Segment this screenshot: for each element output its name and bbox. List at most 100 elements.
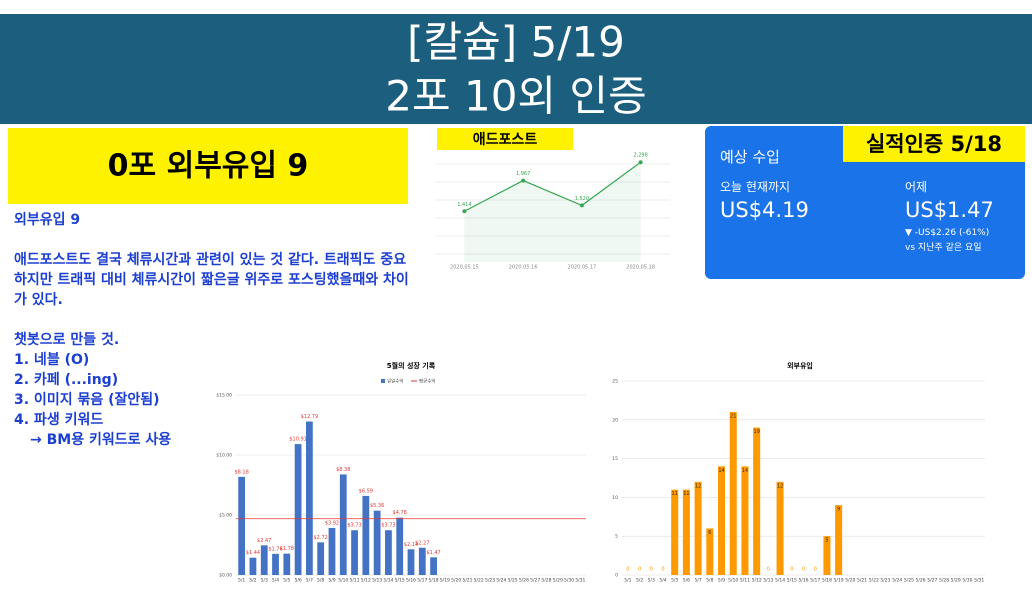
x-tick-label: 5/4 (272, 578, 279, 584)
bar (671, 489, 679, 575)
card-label: 예상 수입 (720, 148, 780, 166)
x-tick-label: 5/16 (798, 578, 808, 584)
point (521, 178, 526, 183)
y-tick-label: 20 (612, 417, 618, 423)
line (464, 161, 641, 212)
x-tick-label: 5/5 (283, 578, 290, 584)
value-label: 6 (708, 530, 711, 536)
value-label: 0 (638, 567, 641, 573)
x-tick-label: 5/18 (429, 578, 439, 584)
x-tick-label: 5/15 (787, 578, 797, 584)
x-tick-label: 5/30 (962, 578, 972, 584)
x-tick-label: 5/3 (261, 578, 268, 584)
chart-title: 5월의 성장 기록 (387, 361, 436, 370)
x-tick-label: 5/20 (845, 578, 855, 584)
value-label: $3.73 (347, 523, 361, 529)
x-tick-label: 5/10 (338, 578, 348, 584)
point (462, 209, 467, 214)
x-tick-label: 5/5 (671, 578, 678, 584)
y-tick-label: $15.00 (216, 393, 232, 399)
x-tick-label: 5/29 (951, 578, 961, 584)
summary-box (8, 128, 408, 204)
x-tick-label: 5/27 (530, 578, 540, 584)
todo-item: 4. 파생 키워드 (14, 412, 104, 428)
line-chart-title: 애드포스트 (473, 132, 538, 148)
notes-paragraph: 애드포스트도 결국 체류시간과 관련이 있는 것 같다. 트래픽도 중요하지만 … (14, 252, 409, 308)
bar (706, 528, 714, 575)
value-label: 1,967 (516, 171, 530, 177)
x-tick-label: 5/28 (541, 578, 551, 584)
x-tick-label: 5/23 (880, 578, 890, 584)
value-label: $1.47 (426, 550, 440, 556)
x-tick-label: 5/13 (763, 578, 773, 584)
bar (823, 536, 831, 575)
x-tick-label: 5/8 (317, 578, 324, 584)
value-label: 1,414 (457, 202, 471, 208)
bar (339, 474, 347, 575)
header-title: [칼슘] 5/19 (407, 18, 625, 67)
legend-swatch (381, 379, 385, 383)
point (579, 203, 584, 208)
x-tick-label: 5/16 (406, 578, 416, 584)
todo-item: 1. 네블 (O) (14, 352, 90, 368)
value-label: 11 (672, 491, 678, 497)
value-label: 0 (626, 567, 629, 573)
x-tick-label: 5/26 (916, 578, 926, 584)
summary-text: 0포 외부유입 9 (108, 149, 309, 184)
value-label: $8.38 (336, 467, 350, 473)
todo-item: 2. 카페 (...ing) (14, 372, 119, 388)
line-chart-bg (435, 163, 670, 255)
x-tick-label: 5/4 (659, 578, 666, 584)
y-tick-label: 5 (615, 534, 618, 540)
today-value: US$4.19 (720, 198, 809, 222)
x-tick-label: 5/2 (249, 578, 256, 584)
value-label: 0 (650, 567, 653, 573)
x-tick-label: 5/21 (857, 578, 867, 584)
value-label: 19 (753, 429, 759, 435)
x-tick-label: 5/21 (462, 578, 472, 584)
value-label: $1.76 (268, 546, 282, 552)
value-label: 0 (767, 567, 770, 573)
value-label: 14 (718, 468, 724, 474)
x-tick-label: 5/24 (496, 578, 506, 584)
yesterday-label: 어제 (905, 180, 928, 194)
value-label: $1.78 (280, 546, 294, 552)
value-label: $1.44 (246, 550, 260, 556)
bar (407, 549, 415, 575)
x-tick-label: 2020.05.17 (568, 265, 597, 271)
x-tick-label: 5/31 (974, 578, 984, 584)
bar (317, 542, 325, 575)
x-tick-label: 5/23 (485, 578, 495, 584)
value-label: 5 (825, 538, 828, 544)
x-tick-label: 5/11 (740, 578, 750, 584)
value-label: 0 (790, 567, 793, 573)
value-label: 12 (695, 483, 701, 489)
chart-title: 외부유입 (787, 361, 813, 370)
x-tick-label: 5/20 (451, 578, 461, 584)
value-label: $6.59 (359, 488, 373, 494)
x-tick-label: 5/30 (564, 578, 574, 584)
notes: 외부유입 9 애드포스트도 결국 체류시간과 관련이 있는 것 같다. 트래픽도… (14, 210, 409, 450)
point (638, 160, 643, 165)
todo-item: 3. 이미지 묶음 (잘안됨) (14, 392, 160, 408)
x-tick-label: 5/19 (440, 578, 450, 584)
bar (718, 466, 726, 575)
x-tick-label: 5/28 (939, 578, 949, 584)
value-label: 9 (837, 507, 840, 513)
x-tick-label: 5/22 (869, 578, 879, 584)
bar (682, 489, 690, 575)
x-tick-label: 2020.05.16 (509, 265, 538, 271)
y-tick-label: 10 (612, 495, 618, 501)
x-tick-label: 5/31 (575, 578, 585, 584)
yesterday-value: US$1.47 (905, 198, 994, 222)
card-badge: 실적인증 5/18 (843, 126, 1025, 162)
x-tick-label: 5/7 (306, 578, 313, 584)
x-tick-label: 5/14 (383, 578, 393, 584)
bar (729, 412, 737, 575)
value-label: $12.79 (301, 414, 319, 420)
x-tick-label: 5/9 (328, 578, 335, 584)
bar (741, 466, 749, 575)
x-tick-label: 5/24 (892, 578, 902, 584)
x-tick-label: 5/29 (553, 578, 563, 584)
